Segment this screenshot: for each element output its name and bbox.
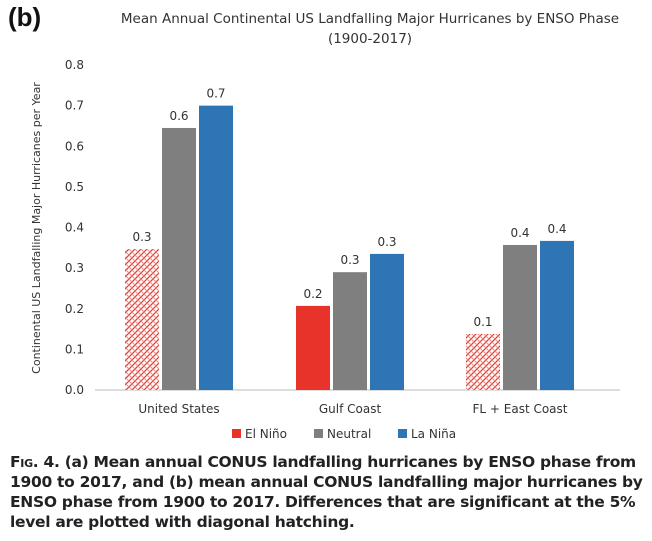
chart-title: Mean Annual Continental US Landfalling M… <box>121 11 619 27</box>
legend-swatch-0 <box>232 429 241 438</box>
legend-label: El Niño <box>245 427 287 441</box>
legend-swatch-2 <box>398 429 407 438</box>
y-tick-label: 0.3 <box>65 261 84 275</box>
x-tick-label: United States <box>138 402 219 416</box>
bar-elnio-0 <box>125 249 159 390</box>
data-label: 0.7 <box>206 87 225 101</box>
x-tick-label: Gulf Coast <box>319 402 382 416</box>
y-tick-label: 0.2 <box>65 302 84 316</box>
data-label: 0.6 <box>169 109 188 123</box>
figure-caption: Fig. 4. (a) Mean annual CONUS landfallin… <box>10 452 646 532</box>
legend-swatch-1 <box>314 429 323 438</box>
bar-elnio-2 <box>466 333 500 390</box>
y-tick-label: 0.6 <box>65 139 84 153</box>
bar-lania-1 <box>370 253 404 390</box>
y-tick-label: 0.4 <box>65 221 84 235</box>
bar-neutral-1 <box>333 272 367 390</box>
panel-label: (b) <box>8 2 42 32</box>
data-label: 0.3 <box>340 253 359 267</box>
legend-label: Neutral <box>327 427 371 441</box>
bar-lania-2 <box>540 240 574 390</box>
caption-text: (a) Mean annual CONUS landfalling hurric… <box>10 453 643 531</box>
bar-chart: Mean Annual Continental US Landfalling M… <box>30 11 620 441</box>
data-label: 0.3 <box>132 230 151 244</box>
chart-subtitle: (1900-2017) <box>328 31 412 47</box>
data-label: 0.4 <box>510 226 529 240</box>
x-tick-label: FL + East Coast <box>472 402 567 416</box>
caption-fig-label: Fig. 4. <box>10 453 60 471</box>
y-tick-label: 0.7 <box>65 99 84 113</box>
bar-neutral-2 <box>503 244 537 390</box>
data-label: 0.2 <box>303 287 322 301</box>
bar-neutral-0 <box>162 127 196 390</box>
bar-lania-0 <box>199 105 233 390</box>
legend-label: La Niña <box>411 427 456 441</box>
data-label: 0.1 <box>473 315 492 329</box>
data-label: 0.3 <box>377 235 396 249</box>
y-tick-label: 0.1 <box>65 342 84 356</box>
y-tick-label: 0.8 <box>65 58 84 72</box>
y-tick-label: 0.5 <box>65 180 84 194</box>
data-label: 0.4 <box>547 222 566 236</box>
y-axis-label: Continental US Landfalling Major Hurrica… <box>30 82 43 374</box>
bar-elnio-1 <box>296 305 330 390</box>
y-tick-label: 0.0 <box>65 383 84 397</box>
